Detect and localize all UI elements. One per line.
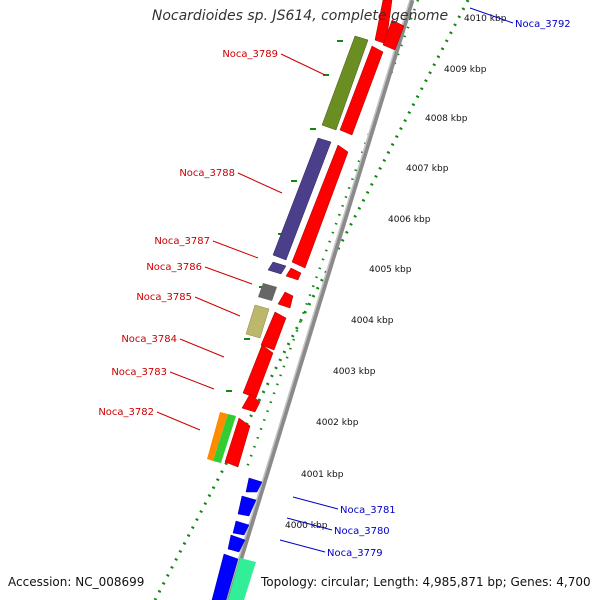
scale-ticks: 4010 kbp 4009 kbp 4008 kbp 4007 kbp 4006 kbp… bbox=[285, 14, 507, 531]
scale-tick-label: 4004 kbp bbox=[351, 316, 394, 326]
reverse-gene-label[interactable]: Noca_3792 bbox=[515, 19, 571, 30]
reverse-cds-arrows bbox=[211, 477, 263, 600]
reverse-gene-label[interactable]: Noca_3781 bbox=[340, 505, 396, 516]
scale-tick-label: 4005 kbp bbox=[369, 265, 412, 275]
forward-gene-label[interactable]: Noca_3789 bbox=[222, 49, 278, 60]
gene-callout-line bbox=[169, 371, 215, 390]
scale-tick-label: 4002 kbp bbox=[316, 418, 359, 428]
genome-summary-text: Topology: circular; Length: 4,985,871 bp… bbox=[261, 575, 591, 589]
gene-callout-line bbox=[194, 296, 241, 317]
forward-gene-label[interactable]: Noca_3783 bbox=[111, 367, 167, 378]
gene-callout-line bbox=[286, 517, 333, 531]
forward-gene-label[interactable]: Noca_3786 bbox=[146, 262, 202, 273]
gene-callout-line bbox=[469, 7, 514, 24]
genome-backbone bbox=[225, 0, 415, 600]
forward-cds-arrows bbox=[224, 0, 405, 468]
scale-tick-label: 4000 kbp bbox=[285, 521, 328, 531]
scale-tick-label: 4009 kbp bbox=[444, 65, 487, 75]
forward-gene-labels: Noca_3789 Noca_3788 Noca_3787 Noca_3786 Noca… bbox=[98, 49, 326, 431]
forward-gene-label[interactable]: Noca_3788 bbox=[179, 168, 235, 179]
genome-backbone-highlight bbox=[225, 0, 411, 600]
scale-tick-label: 4006 kbp bbox=[388, 215, 431, 225]
gene-callout-line bbox=[237, 172, 283, 194]
scale-tick-label: 4001 kbp bbox=[301, 470, 344, 480]
reverse-gene-label[interactable]: Noca_3780 bbox=[334, 526, 390, 537]
gene-callout-line bbox=[179, 338, 225, 358]
gene-callout-line bbox=[280, 53, 326, 76]
scale-tick-label: 4003 kbp bbox=[333, 367, 376, 377]
forward-feature-blocks bbox=[207, 35, 369, 463]
gene-callout-line bbox=[292, 496, 339, 510]
reverse-feature-block bbox=[228, 558, 256, 600]
forward-gene-label[interactable]: Noca_3785 bbox=[136, 292, 192, 303]
reverse-gene-label[interactable]: Noca_3779 bbox=[327, 548, 383, 559]
gene-callout-line bbox=[279, 539, 326, 553]
gene-callout-line bbox=[204, 266, 253, 285]
scale-tick-label: 4007 kbp bbox=[406, 164, 449, 174]
forward-gene-label[interactable]: Noca_3787 bbox=[154, 236, 210, 247]
scale-tick-label: 4008 kbp bbox=[425, 114, 468, 124]
genome-title: Nocardioides sp. JS614, complete genome bbox=[151, 8, 449, 24]
gene-callout-line bbox=[156, 411, 201, 431]
gene-callout-line bbox=[212, 240, 259, 259]
reverse-gene-labels: Noca_3792 Noca_3781 Noca_3780 Noca_3779 bbox=[279, 7, 571, 559]
accession-text: Accession: NC_008699 bbox=[8, 575, 145, 589]
scale-tick-label: 4010 kbp bbox=[464, 14, 507, 24]
forward-gene-label[interactable]: Noca_3782 bbox=[98, 407, 154, 418]
forward-gene-label[interactable]: Noca_3784 bbox=[121, 334, 177, 345]
